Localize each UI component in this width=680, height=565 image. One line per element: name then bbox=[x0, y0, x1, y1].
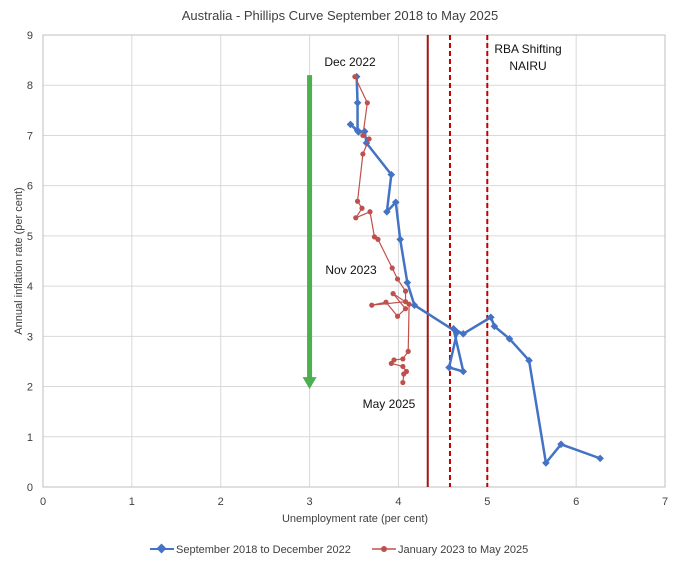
data-point-red bbox=[389, 265, 395, 271]
data-point-blue bbox=[383, 207, 391, 216]
data-point-blue bbox=[505, 335, 514, 343]
data-point-red bbox=[360, 132, 366, 139]
y-tick-label: 6 bbox=[27, 181, 33, 193]
y-tick-label: 7 bbox=[27, 130, 33, 142]
data-point-blue bbox=[449, 325, 458, 333]
data-point-red bbox=[400, 379, 406, 386]
data-point-blue bbox=[596, 454, 604, 463]
data-point-red bbox=[359, 205, 365, 211]
x-tick-label: 0 bbox=[40, 496, 46, 508]
data-point-blue bbox=[453, 328, 461, 337]
arrow-head bbox=[302, 377, 317, 390]
series-blue bbox=[346, 72, 604, 467]
data-point-red bbox=[405, 348, 411, 354]
data-point-red bbox=[391, 357, 397, 363]
x-tick-label: 7 bbox=[662, 496, 668, 508]
data-point-blue bbox=[459, 367, 468, 376]
y-tick-label: 4 bbox=[27, 281, 33, 293]
plot-frame bbox=[42, 34, 666, 488]
data-point-red bbox=[354, 198, 361, 204]
data-point-red bbox=[360, 151, 366, 157]
y-tick-label: 3 bbox=[27, 331, 33, 343]
x-tick-label: 6 bbox=[573, 496, 579, 508]
data-point-red bbox=[352, 74, 358, 80]
data-point-blue bbox=[346, 120, 355, 129]
legend-item-blue: September 2018 to December 2022 bbox=[150, 543, 351, 556]
y-tick-label: 5 bbox=[27, 231, 33, 243]
legend-label-red: January 2023 to May 2025 bbox=[398, 544, 528, 556]
y-tick-label: 0 bbox=[27, 482, 33, 494]
annotation-dec-2022: Dec 2022 bbox=[324, 55, 376, 69]
annotation-nairu-line2: NAIRU bbox=[509, 59, 546, 73]
data-point-blue bbox=[387, 170, 396, 179]
data-point-blue bbox=[360, 127, 369, 136]
data-point-blue bbox=[353, 99, 362, 107]
legend-marker-blue bbox=[156, 543, 167, 554]
data-point-red bbox=[353, 215, 359, 221]
legend-marker-red bbox=[381, 546, 387, 552]
y-tick-label: 1 bbox=[27, 432, 33, 444]
chart-title: Australia - Phillips Curve September 201… bbox=[182, 8, 499, 23]
y-tick-label: 9 bbox=[27, 30, 33, 42]
data-point-blue bbox=[362, 139, 371, 147]
data-point-blue bbox=[557, 440, 565, 449]
annotation-nairu-line1: RBA Shifting bbox=[494, 42, 561, 56]
data-point-blue bbox=[459, 330, 468, 338]
x-tick-label: 2 bbox=[218, 496, 224, 508]
series-red bbox=[352, 74, 412, 386]
data-point-red bbox=[406, 301, 412, 307]
axis-ticks: 0 1 2 3 4 5 6 7 0 1 2 3 4 5 6 7 8 9 bbox=[27, 30, 668, 508]
data-point-blue bbox=[396, 235, 405, 244]
data-point-blue bbox=[490, 322, 499, 331]
legend: September 2018 to December 2022 January … bbox=[150, 543, 528, 556]
legend-item-red: January 2023 to May 2025 bbox=[372, 544, 528, 556]
x-tick-label: 3 bbox=[307, 496, 313, 508]
data-point-blue bbox=[353, 126, 362, 135]
data-point-blue bbox=[525, 356, 533, 365]
x-tick-label: 1 bbox=[129, 496, 135, 508]
data-point-blue bbox=[391, 198, 400, 207]
data-point-red bbox=[383, 299, 389, 305]
plot-area-border bbox=[42, 34, 666, 488]
annotation-nov-2023: Nov 2023 bbox=[325, 263, 377, 277]
data-point-red bbox=[367, 209, 373, 215]
data-point-red bbox=[388, 360, 394, 367]
series-group bbox=[346, 72, 604, 467]
y-tick-label: 2 bbox=[27, 382, 33, 394]
annotation-may-2025: May 2025 bbox=[363, 397, 416, 411]
data-point-red bbox=[390, 291, 396, 297]
x-tick-label: 5 bbox=[484, 496, 490, 508]
y-tick-label: 8 bbox=[27, 80, 33, 92]
data-point-red bbox=[394, 313, 401, 319]
data-point-red bbox=[402, 306, 409, 312]
data-point-blue bbox=[403, 278, 412, 287]
data-point-red bbox=[402, 288, 409, 294]
data-point-red bbox=[401, 371, 407, 377]
nairu-lines bbox=[426, 35, 489, 487]
data-point-blue bbox=[410, 301, 419, 309]
legend-label-blue: September 2018 to December 2022 bbox=[176, 544, 351, 556]
data-point-red bbox=[366, 136, 372, 142]
data-point-red bbox=[394, 276, 401, 282]
data-point-red bbox=[400, 356, 406, 362]
data-point-red bbox=[375, 236, 381, 243]
downward-arrow bbox=[302, 75, 317, 390]
data-point-blue bbox=[487, 313, 495, 322]
x-axis-title: Unemployment rate (per cent) bbox=[282, 513, 428, 525]
data-point-blue bbox=[542, 459, 550, 467]
data-point-red bbox=[369, 302, 375, 308]
data-point-red bbox=[364, 100, 370, 106]
data-point-blue bbox=[445, 363, 453, 372]
y-axis-title: Annual inflation rate (per cent) bbox=[13, 187, 25, 334]
x-tick-label: 4 bbox=[395, 496, 401, 508]
data-point-red bbox=[400, 363, 406, 370]
